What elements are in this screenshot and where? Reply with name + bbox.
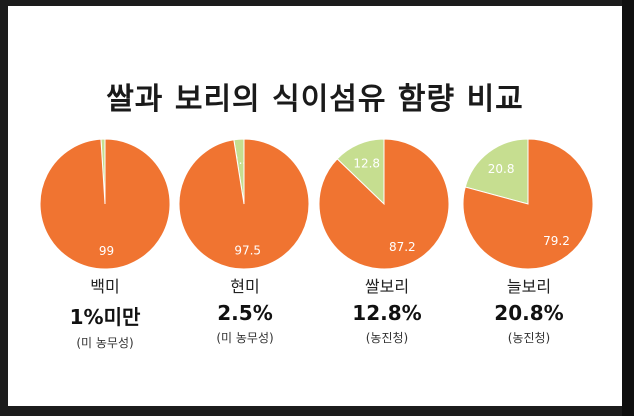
pie-data-label: 99 [99, 244, 114, 258]
pie-name: 현미 [230, 277, 260, 296]
pie-name: 늘보리 [506, 277, 552, 296]
pie-slice-rest [39, 138, 171, 270]
pie-source: (농진청) [365, 331, 409, 345]
pie-slice-rest [178, 138, 310, 270]
pie-source: (미 농무성) [76, 336, 134, 350]
pie-percent: 1%미만 [69, 305, 141, 329]
pie-caption-0: 백미 1%미만 (미 농무성) [35, 273, 175, 351]
pie-source: (미 농무성) [216, 331, 274, 345]
pie-caption-2: 쌀보리 12.8% (농진청) [317, 273, 457, 346]
pie-caption-3: 늘보리 20.8% (농진청) [459, 273, 599, 346]
pie-percent: 2.5% [217, 301, 273, 325]
pie-caption-1: 현미 2.5% (미 농무성) [175, 273, 315, 346]
pie-name: 쌀보리 [364, 277, 410, 296]
pie-data-label: 12.8 [353, 156, 380, 170]
pie-slice-rest [462, 138, 594, 270]
window-edge [622, 0, 634, 416]
pie-slice-rest [318, 138, 450, 270]
pie-slice-fiber [464, 138, 529, 205]
pie-percent: 12.8% [352, 301, 422, 325]
pie-data-label: 20.8 [488, 162, 515, 176]
pie-data-label: 87.2 [389, 240, 416, 254]
pie-data-label: 79.2 [543, 234, 570, 248]
pie-percent: 20.8% [494, 301, 564, 325]
pie-name: 백미 [90, 277, 120, 296]
chart-title: 쌀과 보리의 식이섬유 함량 비교 [106, 82, 524, 117]
pie-data-label: 97.5 [234, 244, 261, 258]
pie-source: (농진청) [507, 331, 551, 345]
